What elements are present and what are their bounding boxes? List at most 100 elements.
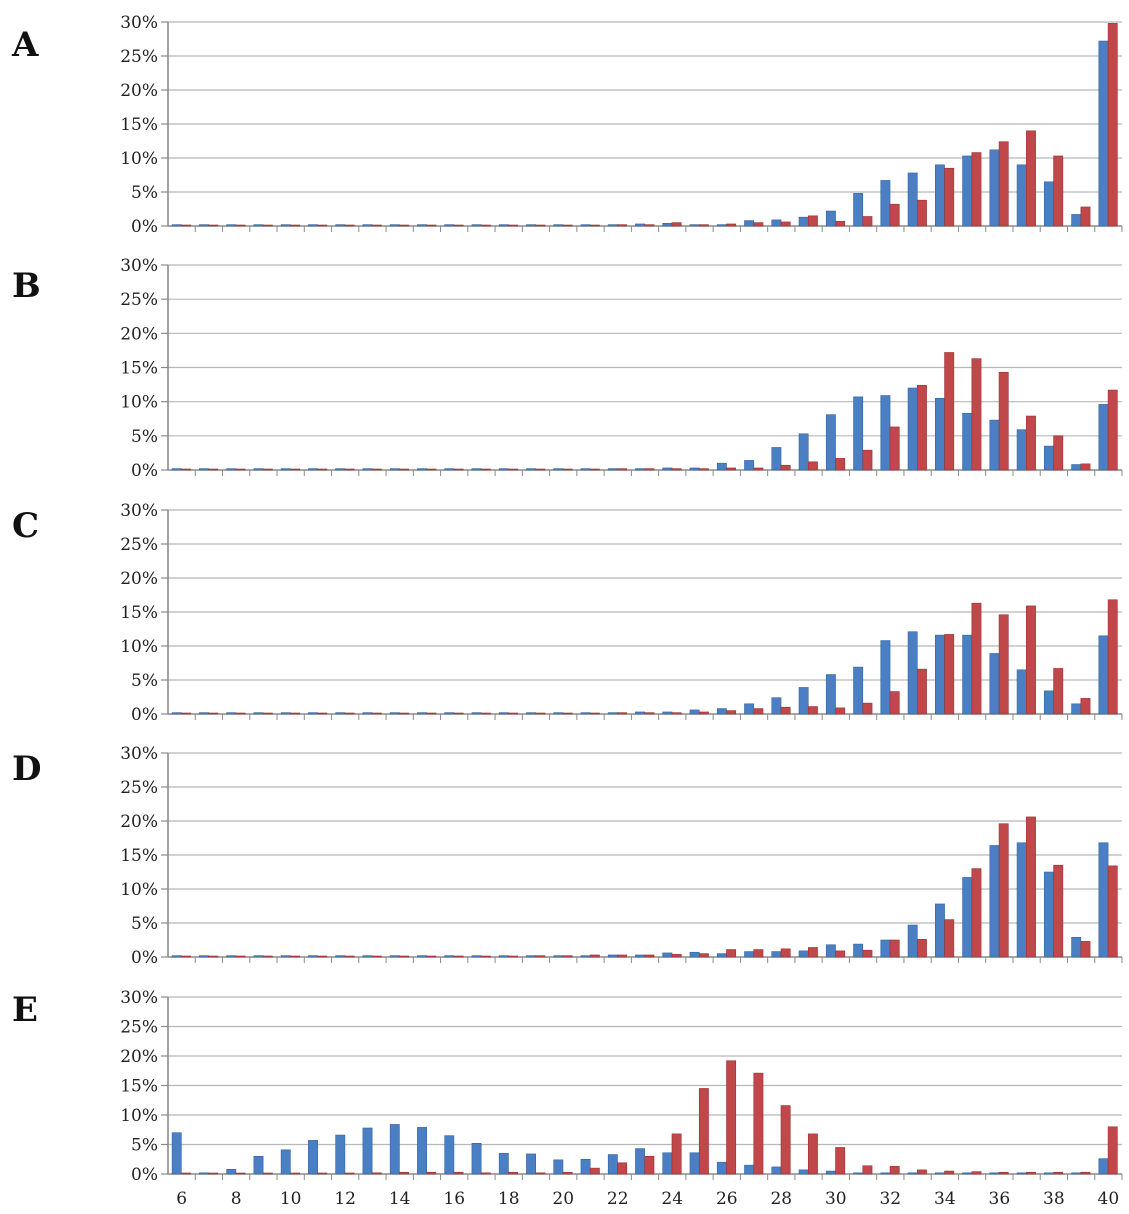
y-tick-label: 20% [120,1047,158,1067]
bar-series-a-cat-7 [199,1172,209,1175]
bar-series-b-cat-31 [862,702,873,715]
bar-series-a-cat-32 [880,640,891,715]
bar-series-b-cat-10 [290,224,300,227]
bar-series-b-cat-19 [535,468,546,471]
bar-series-a-cat-26 [716,1161,727,1175]
bar-series-b-cat-17 [480,712,491,715]
bar-series-a-cat-12 [335,224,346,227]
bar-series-a-cat-14 [389,1124,400,1175]
bar-series-b-cat-35 [971,602,982,715]
bar-series-a-cat-16 [444,1135,455,1175]
y-tick-label: 10% [120,637,158,657]
bar-series-a-cat-8 [226,1168,237,1175]
bar-series-b-cat-11 [317,468,328,471]
y-tick-label: 30% [120,988,158,1008]
bar-series-b-cat-12 [344,224,355,227]
bar-series-b-cat-37 [1026,415,1036,471]
bar-series-b-cat-34 [944,1170,955,1175]
bar-series-a-cat-23 [635,223,646,227]
bar-series-a-cat-33 [907,631,918,715]
bar-series-a-cat-40 [1098,404,1109,471]
bar-series-a-cat-6 [171,1132,182,1175]
bar-series-a-cat-7 [199,468,209,471]
bar-series-b-cat-15 [426,468,437,471]
bar-series-a-cat-23 [635,1148,646,1175]
bar-series-b-cat-13 [371,468,382,471]
bar-series-a-cat-33 [907,924,918,958]
x-tick-label: 32 [879,1189,901,1209]
bar-series-b-cat-18 [508,955,519,958]
bar-series-b-cat-18 [508,224,519,227]
bar-series-a-cat-9 [253,712,264,715]
bar-series-b-cat-38 [1053,668,1064,715]
bar-series-a-cat-17 [471,955,482,958]
bar-series-a-cat-13 [362,712,373,715]
bar-series-b-cat-8 [235,712,246,715]
bar-series-a-cat-16 [444,712,455,715]
bar-series-a-cat-20 [553,955,564,958]
bar-series-a-cat-39 [1071,703,1082,715]
y-tick-label: 5% [131,671,158,691]
bar-series-b-cat-28 [780,221,791,227]
bar-series-b-cat-25 [698,468,709,471]
bar-series-b-cat-40 [1107,389,1118,471]
bar-series-a-cat-10 [280,1149,291,1175]
bar-series-b-cat-29 [807,461,818,471]
bar-series-a-cat-23 [635,711,646,715]
bar-series-b-cat-35 [971,1171,982,1175]
bar-series-b-cat-24 [671,953,682,958]
bar-series-a-cat-32 [880,180,891,227]
bar-series-b-cat-20 [562,224,573,227]
bar-series-b-cat-30 [835,1147,846,1175]
bar-series-a-cat-30 [825,210,836,227]
bar-series-a-cat-36 [989,149,1000,227]
bar-series-a-cat-32 [880,1172,891,1175]
bar-series-b-cat-26 [726,223,737,227]
bar-series-b-cat-23 [644,712,655,715]
bar-series-b-cat-31 [862,216,873,227]
y-tick-label: 5% [131,914,158,934]
bar-series-b-cat-39 [1080,1171,1091,1175]
bar-series-a-cat-10 [280,712,291,715]
bar-series-a-cat-29 [798,216,809,227]
bar-series-b-cat-7 [208,224,219,227]
bar-series-b-cat-6 [181,224,191,227]
bar-series-a-cat-24 [662,711,673,715]
bar-series-a-cat-15 [417,712,427,715]
x-tick-label: 12 [334,1189,356,1209]
bar-series-b-cat-20 [562,468,573,471]
bar-series-b-cat-33 [916,384,927,471]
bar-series-b-cat-36 [998,614,1009,715]
bar-series-a-cat-15 [417,1127,427,1175]
bar-series-b-cat-19 [535,955,546,958]
bar-series-a-cat-22 [607,224,618,227]
bar-series-a-cat-31 [853,1172,864,1175]
y-tick-label: 0% [131,1165,158,1185]
bar-series-b-cat-23 [644,468,655,471]
bar-series-b-cat-32 [889,939,900,958]
bar-series-b-cat-20 [562,1171,573,1175]
bar-series-a-cat-27 [744,460,755,471]
bar-series-b-cat-8 [235,468,246,471]
bar-series-b-cat-29 [807,1133,818,1175]
bar-series-b-cat-15 [426,1171,437,1175]
bar-series-a-cat-29 [798,950,809,958]
bar-series-b-cat-11 [317,955,328,958]
bar-series-b-cat-40 [1107,865,1118,958]
bar-series-b-cat-14 [399,955,409,958]
y-tick-label: 20% [120,81,158,101]
bar-series-a-cat-19 [526,1153,536,1175]
bar-series-a-cat-21 [580,468,591,471]
bar-series-a-cat-27 [744,951,755,958]
panel-letter: B [12,266,41,306]
bar-series-a-cat-18 [498,712,509,715]
bar-series-b-cat-15 [426,955,437,958]
bar-series-a-cat-38 [1044,181,1054,227]
x-tick-label: 36 [989,1189,1011,1209]
bar-series-a-cat-16 [444,468,455,471]
bar-series-b-cat-17 [480,955,491,958]
bar-series-b-cat-34 [944,634,955,715]
bar-series-b-cat-9 [262,1172,273,1175]
bar-series-a-cat-24 [662,467,673,471]
